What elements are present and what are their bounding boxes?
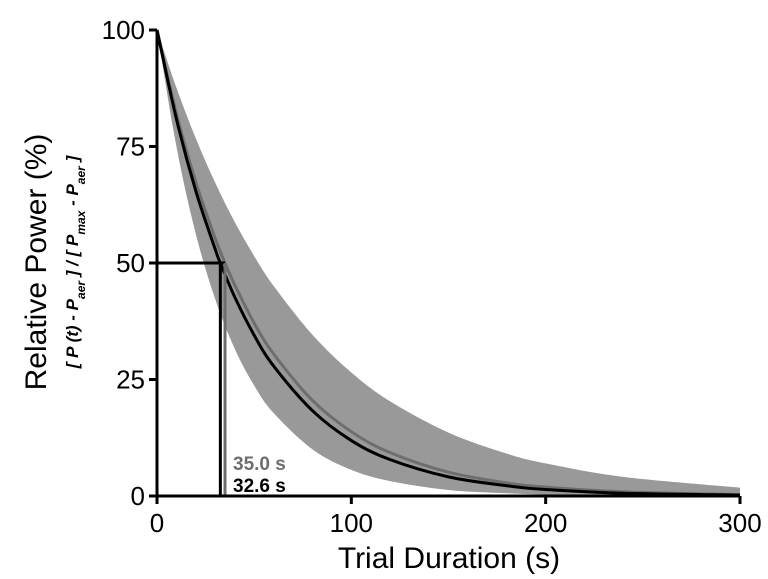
- annotations: 35.0 s32.6 s: [233, 454, 286, 497]
- y-axis-sublabel: [ P (t) - Paer ] / [ Pmax - Paer ]: [63, 154, 88, 369]
- x-axis-label: Trial Duration (s): [338, 542, 560, 575]
- x-tick-label: 200: [524, 508, 567, 538]
- series-lines: [155, 29, 741, 497]
- y-axis-label: Relative Power (%): [20, 134, 53, 391]
- y-tick-label: 0: [131, 481, 145, 511]
- y-tick-label: 100: [102, 15, 145, 45]
- duration-annotation: 35.0 s: [233, 454, 286, 475]
- confidence-band-area: [157, 30, 740, 496]
- series-line: [155, 29, 741, 497]
- x-tick-label: 300: [718, 508, 761, 538]
- series-line: [155, 29, 741, 497]
- reference-lines: [157, 261, 227, 496]
- ticks: 0 100 200 300 0 25 50 75 100: [102, 15, 762, 538]
- x-tick-label: 100: [330, 508, 373, 538]
- x-tick-label: 0: [150, 508, 164, 538]
- duration-annotation: 32.6 s: [233, 476, 286, 497]
- y-tick-label: 25: [116, 365, 145, 395]
- y-tick-label: 50: [116, 248, 145, 278]
- y-tick-label: 75: [116, 132, 145, 162]
- confidence-band: [157, 30, 740, 496]
